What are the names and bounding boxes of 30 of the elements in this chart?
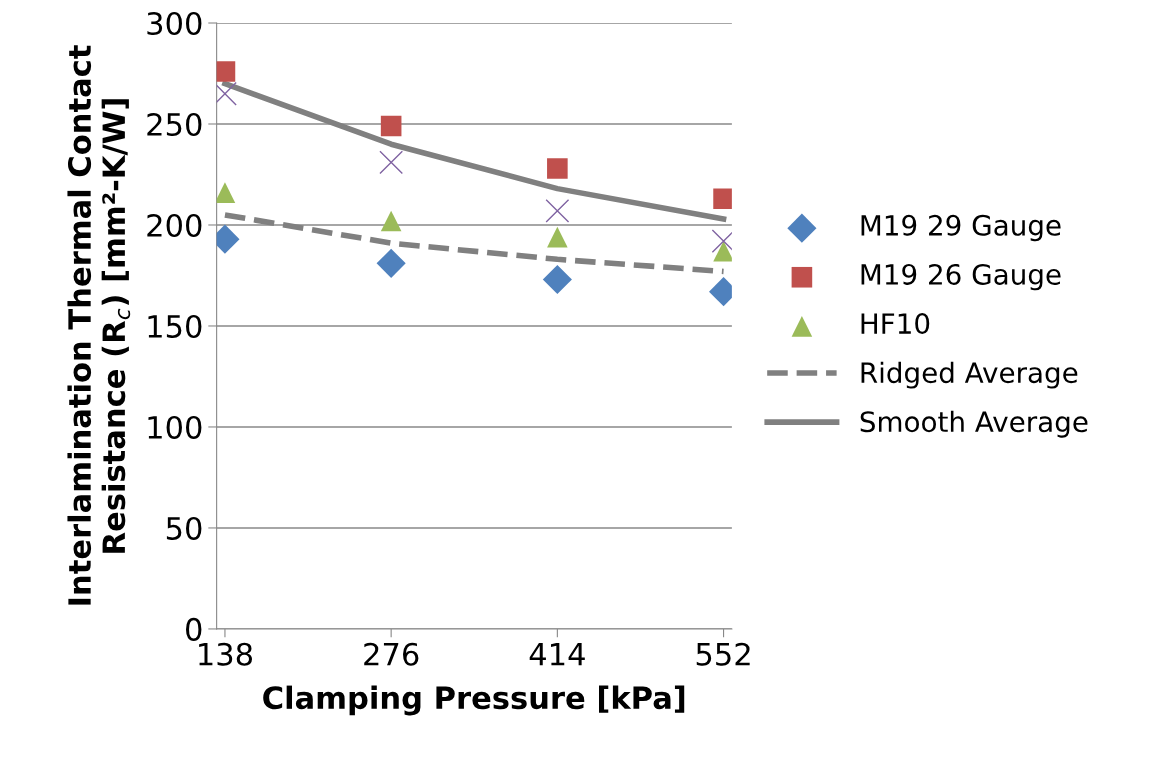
point: [547, 226, 568, 248]
point: [379, 150, 404, 175]
y-tick-label: 300: [147, 11, 202, 36]
x-tick-label: 414: [529, 643, 585, 666]
point: [713, 188, 732, 210]
y-tick-label: 50: [166, 516, 202, 540]
y-tick-label: 200: [147, 213, 202, 238]
x-axis-title: Clamping Pressure [kPa]: [263, 685, 685, 716]
point: [547, 158, 568, 179]
x-tick-label: 276: [364, 642, 419, 666]
point: [380, 210, 402, 232]
y-tick-label: 0: [186, 617, 202, 641]
point: [216, 182, 236, 203]
y-axis-title: Interlamination Thermal Contact Resistance (R$_{c}$) [mm²-K/W]: [67, 45, 131, 605]
point: [713, 240, 732, 262]
legend-label: HF10: [861, 313, 930, 335]
legend-label: Ridged Average: [861, 361, 1078, 389]
y-tick-label: 150: [148, 314, 202, 339]
point: [216, 81, 237, 106]
point: [380, 115, 402, 137]
legend-label: M19 29 Gauge: [861, 214, 1061, 242]
legend-label: M19 26 Gauge: [861, 263, 1061, 291]
point: [545, 198, 570, 223]
point: [711, 229, 732, 254]
point: [216, 61, 236, 82]
y-tick-label: 100: [148, 415, 202, 440]
x-tick-label: 552: [696, 642, 750, 666]
y-tick-label: 250: [147, 112, 202, 137]
legend-label: Smooth Average: [860, 410, 1088, 438]
x-tick-label: 138: [199, 642, 253, 666]
